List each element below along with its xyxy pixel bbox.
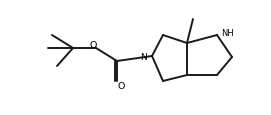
Text: NH: NH <box>221 28 234 37</box>
Text: N: N <box>140 53 147 62</box>
Text: O: O <box>117 82 125 91</box>
Text: O: O <box>90 41 97 50</box>
